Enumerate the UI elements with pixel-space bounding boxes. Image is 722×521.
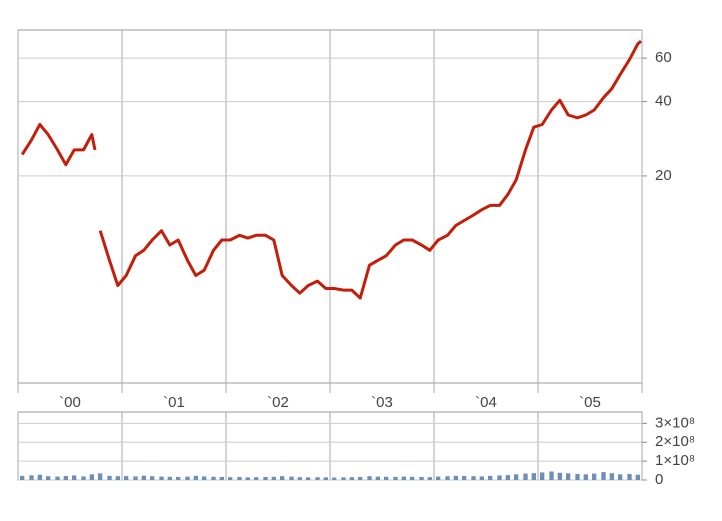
volume-bar	[185, 476, 190, 480]
volume-bar	[219, 476, 225, 480]
volume-bar	[279, 476, 285, 480]
volume-bar	[133, 476, 138, 480]
volume-bar	[409, 476, 415, 480]
volume-bar	[627, 473, 632, 480]
volume-bar	[583, 474, 589, 480]
y-tick-label: 3×10⁸	[655, 414, 695, 431]
volume-bar	[305, 477, 311, 480]
x-tick-label: `01	[163, 394, 185, 411]
volume-bar	[393, 476, 398, 480]
volume-bar	[565, 473, 571, 480]
volume-bar	[289, 476, 294, 480]
volume-bar	[453, 475, 459, 480]
volume-bar	[227, 477, 233, 480]
volume-bar	[55, 476, 60, 480]
volume-bar	[201, 476, 207, 480]
y-tick-label: 20	[655, 167, 672, 184]
y-tick-label: 60	[655, 49, 672, 66]
volume-bar	[149, 476, 155, 480]
volume-bar	[159, 476, 164, 480]
volume-bar	[531, 473, 537, 480]
x-tick-label: `05	[579, 394, 601, 411]
volume-bar	[427, 477, 433, 480]
volume-bar	[341, 477, 346, 480]
volume-bar	[63, 476, 69, 480]
volume-bar	[37, 474, 43, 480]
x-tick-label: `03	[371, 394, 393, 411]
volume-bar	[253, 477, 259, 480]
volume-bar	[97, 473, 103, 480]
volume-bar	[245, 477, 251, 480]
volume-bar	[357, 476, 363, 480]
volume-bar	[141, 475, 147, 480]
volume-bar	[617, 474, 623, 480]
volume-bar	[383, 476, 389, 480]
volume-bar	[461, 476, 467, 480]
price-line	[20, 39, 642, 300]
volume-bar	[497, 475, 502, 480]
volume-bar	[471, 476, 476, 480]
y-tick-label: 1×10⁸	[655, 452, 695, 469]
volume-bar	[635, 474, 641, 480]
volume-bar	[367, 476, 372, 480]
volume-bar	[193, 475, 199, 480]
x-tick-label: `04	[475, 394, 497, 411]
volume-bar	[323, 477, 329, 480]
volume-bar	[89, 474, 95, 480]
volume-bar	[479, 476, 485, 480]
volume-bar	[375, 476, 381, 480]
volume-bar	[211, 476, 216, 480]
volume-bar	[487, 475, 493, 480]
x-tick-label: `00	[59, 394, 81, 411]
volume-bar	[609, 473, 615, 480]
volume-bar	[29, 475, 34, 480]
volume-bar	[505, 475, 511, 480]
volume-bar	[557, 472, 563, 480]
volume-bar	[435, 476, 441, 480]
volume-bar	[601, 472, 606, 480]
volume-bar	[237, 476, 242, 480]
volume-bar	[107, 475, 112, 480]
volume-bar	[45, 476, 51, 480]
y-tick-label: 40	[655, 93, 672, 110]
volume-bar	[445, 476, 450, 480]
y-tick-label: 0	[655, 471, 663, 488]
volume-bar	[513, 474, 519, 480]
volume-bar	[523, 473, 528, 480]
volume-bar	[297, 477, 303, 480]
volume-bar	[401, 476, 407, 480]
volume-bar	[115, 476, 121, 480]
volume-bar	[315, 477, 320, 480]
volume-bar	[591, 473, 597, 480]
y-tick-label: 2×10⁸	[655, 433, 695, 450]
volume-bar	[175, 476, 181, 480]
volume-bar	[81, 476, 86, 480]
volume-bar	[271, 476, 277, 480]
volume-bar	[549, 471, 554, 480]
volume-bar	[539, 472, 545, 480]
x-tick-label: `02	[267, 394, 289, 411]
volume-bar	[19, 475, 25, 480]
volume-bar	[349, 477, 355, 480]
volume-bar	[71, 475, 77, 480]
volume-bar	[123, 476, 129, 480]
volume-bar	[575, 473, 580, 480]
volume-bar	[331, 477, 337, 480]
volume-bar	[419, 476, 424, 480]
volume-bar	[167, 476, 173, 480]
volume-bar	[263, 476, 268, 480]
